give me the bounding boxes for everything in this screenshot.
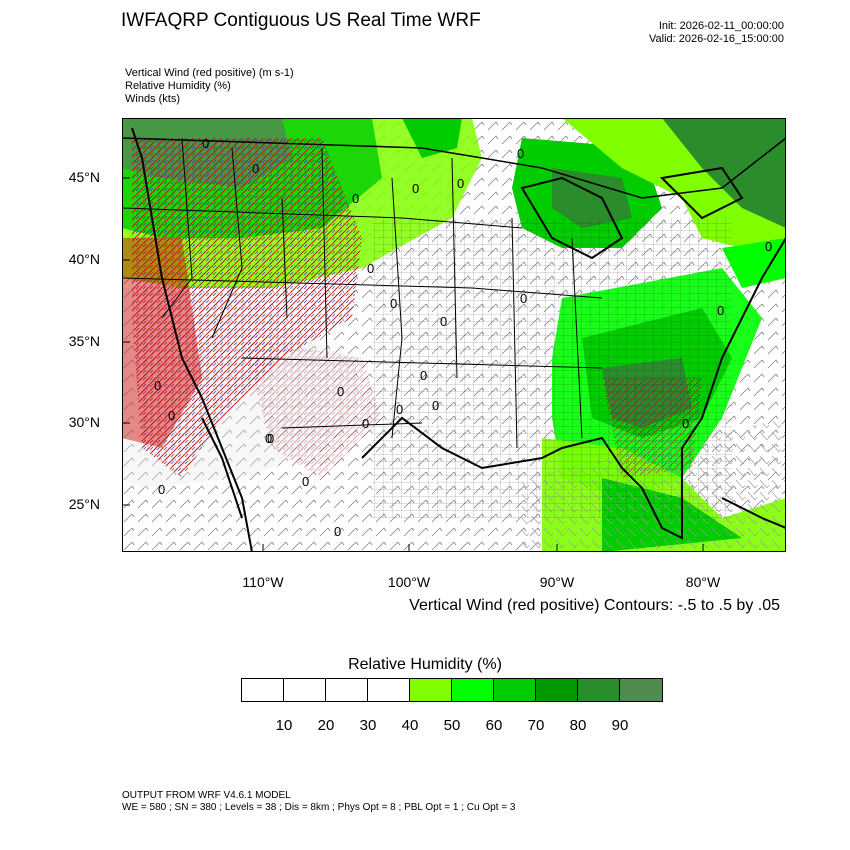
state-boundaries xyxy=(122,137,603,449)
contour-label: 0 xyxy=(412,181,419,196)
map-frame xyxy=(122,118,786,552)
contour-label: 0 xyxy=(158,482,165,497)
field-list: Vertical Wind (red positive) (m s-1) Rel… xyxy=(125,67,294,106)
lat-label-30: 30°N xyxy=(68,414,100,430)
colorbar-swatch xyxy=(242,679,284,701)
colorbar-swatch xyxy=(578,679,620,701)
footer-model: OUTPUT FROM WRF V4.6.1 MODEL xyxy=(122,790,291,801)
colorbar xyxy=(241,678,663,702)
contour-label: 0 xyxy=(302,474,309,489)
contour-label: 0 xyxy=(168,408,175,423)
contour-label: 0 xyxy=(440,314,447,329)
lon-label-100w: 100°W xyxy=(387,574,431,590)
contour-label: 0 xyxy=(334,524,341,539)
lat-label-35: 35°N xyxy=(68,333,100,349)
valid-time: Valid: 2026-02-16_15:00:00 xyxy=(649,33,784,45)
lon-label-110w: 110°W xyxy=(242,574,284,590)
colorbar-swatch xyxy=(494,679,536,701)
colorbar-label: 10 xyxy=(275,717,293,734)
country-border xyxy=(122,137,786,199)
contour-label: 0 xyxy=(420,368,427,383)
model-footer: OUTPUT FROM WRF V4.6.1 MODEL WE = 580 ; … xyxy=(122,790,515,814)
lon-label-90w: 90°W xyxy=(539,574,575,590)
colorbar-label: 50 xyxy=(443,717,461,734)
lat-label-40: 40°N xyxy=(68,251,100,267)
plot-title: IWFAQRP Contiguous US Real Time WRF xyxy=(121,10,481,31)
colorbar-swatch xyxy=(536,679,578,701)
run-times: Init: 2026-02-11_00:00:00 Valid: 2026-02… xyxy=(649,20,784,46)
contour-label: 0 xyxy=(337,384,344,399)
contour-label: 0 xyxy=(396,402,403,417)
init-time: Init: 2026-02-11_00:00:00 xyxy=(658,20,784,32)
colorbar-label: 20 xyxy=(317,717,335,734)
coastline xyxy=(131,127,786,552)
zero-contour-labels: 0 0 0 0 0 0 0 0 0 0 0 0 0 0 0 0 0 0 0 0 … xyxy=(154,136,772,539)
contour-info: Vertical Wind (red positive) Contours: -… xyxy=(409,597,780,614)
contour-label: 0 xyxy=(432,398,439,413)
contour-label: 0 xyxy=(457,176,464,191)
contour-label: 0 xyxy=(154,378,161,393)
contour-label: 0 xyxy=(517,146,524,161)
contour-label: 0 xyxy=(717,303,724,318)
contour-label: 0 xyxy=(202,136,209,151)
colorbar-swatch xyxy=(284,679,326,701)
colorbar-title: Relative Humidity (%) xyxy=(348,656,502,673)
field-relative-humidity: Relative Humidity (%) xyxy=(125,80,231,92)
colorbar-label: 40 xyxy=(401,717,419,734)
contour-label: 0 xyxy=(362,416,369,431)
contour-label: 0 xyxy=(520,291,527,306)
colorbar-label: 90 xyxy=(611,717,629,734)
colorbar-swatch xyxy=(620,679,662,701)
colorbar-swatch xyxy=(326,679,368,701)
colorbar-swatch xyxy=(368,679,410,701)
contour-label: 0 xyxy=(390,296,397,311)
colorbar-label: 60 xyxy=(485,717,503,734)
lon-label-80w: 80°W xyxy=(685,574,721,590)
colorbar-label: 80 xyxy=(569,717,587,734)
contour-label: 0 xyxy=(267,431,274,446)
footer-config: WE = 580 ; SN = 380 ; Levels = 38 ; Dis … xyxy=(122,802,516,813)
colorbar-swatch xyxy=(452,679,494,701)
contour-label: 0 xyxy=(265,431,272,446)
contour-label: 0 xyxy=(352,191,359,206)
lat-label-45: 45°N xyxy=(68,169,100,185)
contour-label: 0 xyxy=(765,239,772,254)
colorbar-label: 70 xyxy=(527,717,545,734)
field-vertical-wind: Vertical Wind (red positive) (m s-1) xyxy=(125,67,294,79)
colorbar-swatch xyxy=(410,679,452,701)
colorbar-label: 30 xyxy=(359,717,377,734)
contour-label: 0 xyxy=(367,261,374,276)
weather-map: 0 0 0 0 0 0 0 0 0 0 0 0 0 0 0 0 0 0 0 0 … xyxy=(122,118,786,552)
lat-label-25: 25°N xyxy=(68,496,100,512)
contour-label: 0 xyxy=(682,416,689,431)
field-winds: Winds (kts) xyxy=(125,93,180,105)
contour-label: 0 xyxy=(252,161,259,176)
